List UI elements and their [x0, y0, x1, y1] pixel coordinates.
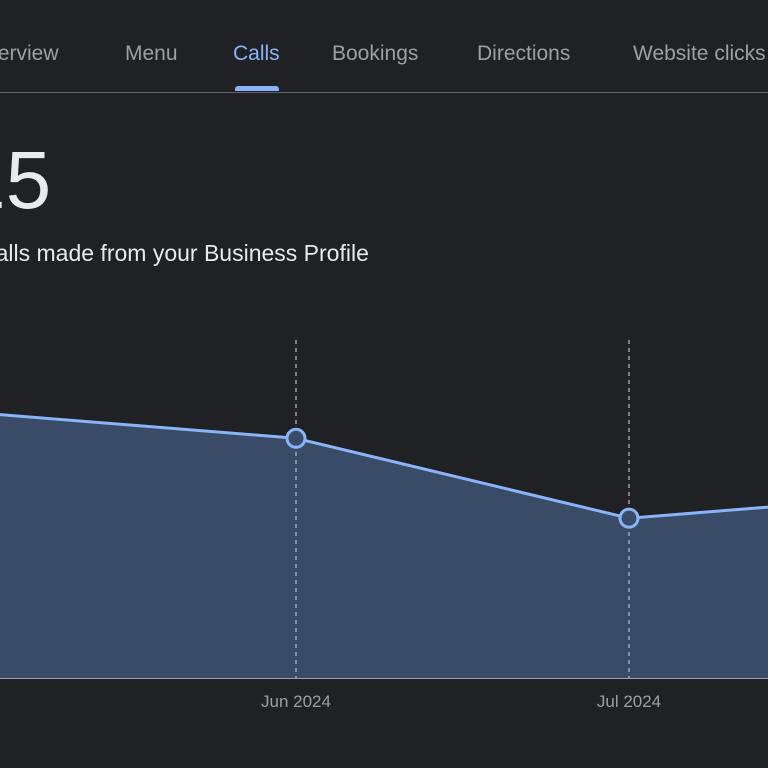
point-jul-2024 — [618, 507, 640, 529]
x-tick-label: Jul 2024 — [597, 692, 661, 711]
point-jun-2024 — [285, 427, 307, 449]
calls-line — [0, 413, 768, 520]
calls-description: Calls made from your Business Profile — [0, 240, 369, 266]
calls-area — [0, 414, 768, 678]
x-tick-label: Jun 2024 — [261, 692, 331, 711]
tab-bookings[interactable]: Bookings — [332, 42, 419, 65]
calls-count: 15 — [0, 135, 52, 226]
tab-overview[interactable]: Overview — [0, 42, 59, 65]
tab-directions[interactable]: Directions — [477, 42, 571, 65]
metric-tabs: Overview Menu Calls Bookings Directions … — [0, 0, 768, 93]
tab-calls[interactable]: Calls — [233, 42, 280, 65]
tab-menu[interactable]: Menu — [125, 42, 178, 65]
active-tab-indicator — [235, 86, 279, 91]
tab-website-clicks[interactable]: Website clicks — [633, 42, 766, 65]
